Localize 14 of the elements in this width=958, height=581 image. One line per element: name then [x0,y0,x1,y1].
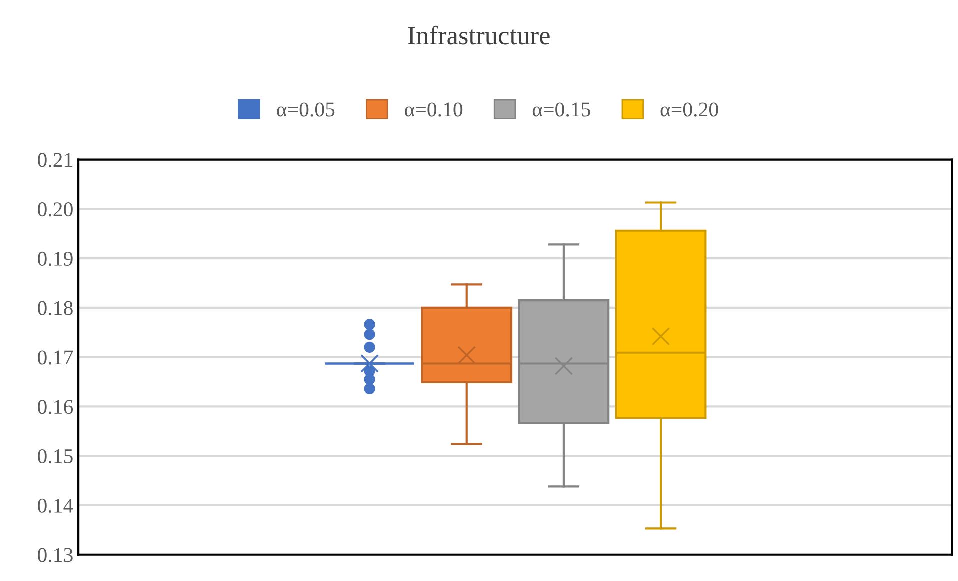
y-tick-label: 0.18 [38,301,73,316]
y-tick-label: 0.21 [38,153,72,168]
y-tick-label: 0.14 [38,498,74,513]
y-tick-label: 0.16 [38,400,74,414]
legend-label: α=0.20 [660,102,718,117]
y-tick-label: 0.17 [38,350,74,365]
legend-label: α=0.15 [532,102,590,117]
y-tick-label: 0.15 [38,449,73,464]
y-tick-label: 0.13 [38,548,73,562]
y-tick-label: 0.20 [38,202,73,217]
chart-title: Infrastructure [408,26,550,45]
legend-label: α=0.05 [277,102,335,117]
y-tick-label: 0.19 [38,252,73,266]
legend-label: α=0.10 [405,102,463,117]
